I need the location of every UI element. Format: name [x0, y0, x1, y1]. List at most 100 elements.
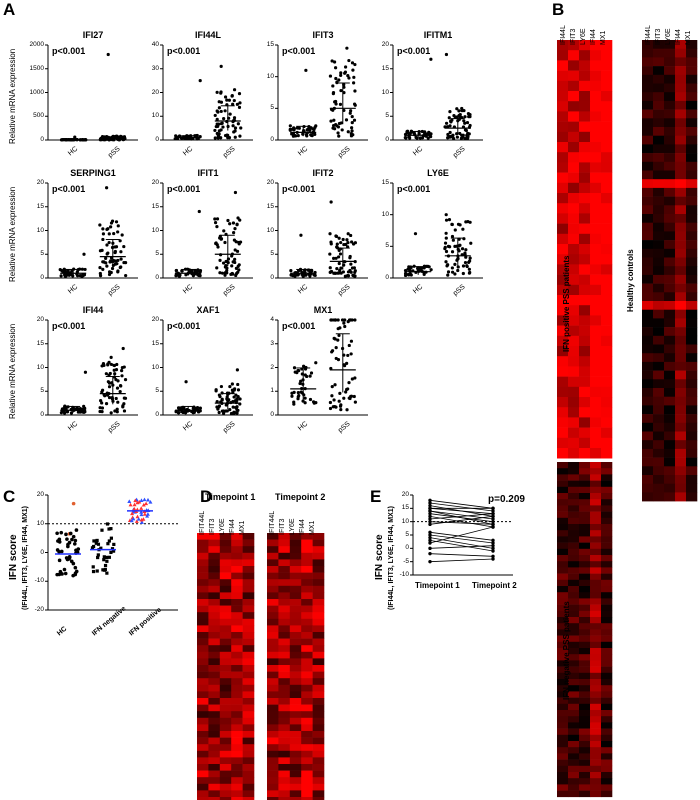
heatmap-cell: [568, 641, 580, 649]
heatmap-cell: [590, 305, 602, 316]
heatmap-cell: [664, 170, 676, 180]
heatmap-cell: [686, 274, 698, 284]
heatmap-cell: [242, 559, 255, 567]
heatmap-cell: [664, 127, 676, 136]
data-point: [82, 273, 87, 277]
heatmap-cell: [557, 193, 569, 204]
heatmap-cell: [267, 632, 279, 639]
data-point: [236, 122, 240, 126]
data-point: [462, 108, 466, 113]
data-point: [428, 501, 432, 505]
heatmap-cell: [642, 379, 654, 389]
heatmap-cell: [579, 741, 591, 748]
tp2-gene-header: IFIT3: [279, 518, 286, 535]
heatmap-cell: [653, 431, 665, 441]
heatmap-cell: [568, 80, 580, 92]
heatmap-cell: [219, 764, 232, 771]
heatmap-cell: [579, 486, 591, 494]
data-point: [329, 242, 333, 246]
data-point: [98, 223, 102, 227]
data-point: [98, 271, 102, 276]
data-point: [233, 190, 238, 195]
heatmap-cell: [590, 790, 602, 798]
y-tick-label: 0: [155, 274, 159, 281]
heatmap-cell: [312, 711, 325, 719]
heatmap-cell: [557, 685, 569, 692]
data-point: [59, 411, 63, 415]
heatmap-cell: [242, 605, 255, 613]
heatmap-cell: [579, 499, 591, 506]
heatmap-cell: [664, 48, 676, 58]
data-point: [447, 218, 452, 222]
heatmap-cell: [579, 448, 591, 459]
heatmap-cell: [242, 737, 255, 745]
data-point: [225, 133, 229, 137]
heatmap-cell: [653, 492, 665, 502]
heatmap-cell: [208, 711, 221, 719]
data-point: [336, 131, 340, 135]
heatmap-cell: [590, 542, 602, 550]
heatmap-cell: [568, 542, 580, 550]
heatmap-cell: [590, 722, 602, 729]
ifnpos-gene-header: LY6E: [580, 28, 587, 45]
heatmap-cell: [686, 309, 698, 319]
data-point: [491, 506, 495, 511]
data-point: [333, 60, 337, 64]
heatmap-cell: [664, 370, 676, 380]
data-point: [114, 220, 119, 224]
data-point: [220, 391, 224, 395]
heatmap-cell: [197, 704, 209, 712]
heatmap-cell: [675, 396, 687, 406]
data-point: [231, 102, 235, 106]
heatmap-cell: [278, 724, 291, 732]
heatmap-cell: [568, 654, 580, 661]
heatmap-cell: [653, 370, 665, 380]
heatmap-cell: [278, 658, 291, 666]
data-point: [465, 133, 469, 137]
heatmap-cell: [301, 638, 313, 646]
heatmap-cell: [312, 592, 325, 600]
heatmap-cell: [289, 750, 302, 758]
data-point: [336, 318, 340, 322]
data-point: [95, 538, 99, 543]
heatmap-cell: [601, 315, 613, 326]
heatmap-cell: [568, 660, 580, 667]
data-point: [116, 379, 120, 383]
heatmap-cell: [664, 301, 676, 310]
heatmap-cell: [312, 737, 325, 745]
y-tick-label: 15: [36, 339, 44, 347]
heatmap-cell: [686, 361, 698, 371]
hc-gene-header: IFIT3: [655, 28, 662, 45]
data-point: [453, 272, 457, 276]
heatmap-cell: [197, 645, 209, 653]
data-point: [228, 222, 232, 226]
heatmap-cell: [312, 665, 325, 672]
heatmap-cell: [653, 187, 665, 197]
heatmap-cell: [590, 325, 602, 337]
y-tick-label: 10: [266, 72, 274, 80]
heatmap-cell: [579, 710, 591, 717]
heatmap-cell: [568, 555, 580, 562]
heatmap-cell: [579, 691, 591, 698]
heatmap-cell: [242, 658, 255, 666]
heatmap-cell: [289, 625, 302, 633]
data-point: [428, 506, 432, 511]
heatmap-cell: [301, 579, 313, 587]
heatmap-cell: [642, 153, 654, 163]
heatmap-cell: [653, 301, 665, 310]
data-point: [236, 270, 240, 274]
heatmap-cell: [267, 566, 279, 573]
heatmap-cell: [590, 524, 602, 531]
heatmap-cell: [590, 753, 602, 760]
heatmap-cell: [231, 750, 243, 758]
heatmap-cell: [242, 612, 255, 620]
y-tick-label: 1500: [29, 64, 44, 72]
heatmap-cell: [579, 101, 591, 112]
heatmap-cell: [267, 651, 279, 659]
heatmap-cell: [231, 566, 243, 573]
heatmap-cell: [664, 153, 676, 163]
heatmap-cell: [601, 610, 613, 618]
data-point: [78, 407, 82, 411]
heatmap-cell: [686, 214, 698, 223]
data-point: [213, 113, 217, 118]
